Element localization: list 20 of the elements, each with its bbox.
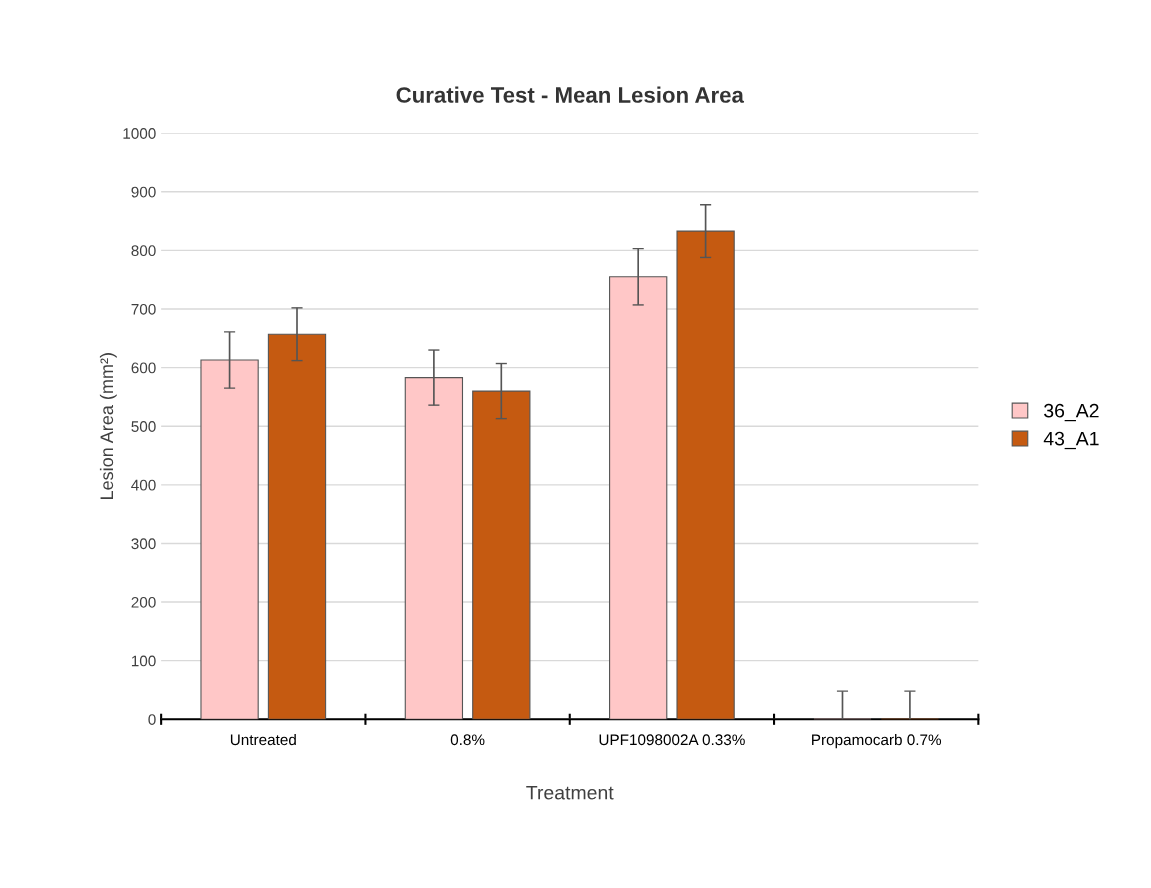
y-tick-label: 400 [131, 479, 156, 491]
y-tick-label: 900 [131, 186, 156, 198]
legend-label: 43_A1 [1043, 431, 1099, 450]
y-tick-label: 0 [148, 714, 156, 725]
y-tick-label: 800 [131, 245, 156, 257]
y-tick-label: 300 [131, 538, 156, 550]
x-tick-label: UPF1098002A 0.33% [599, 734, 745, 746]
legend-label: 36_A2 [1044, 403, 1099, 422]
x-axis-title: Treatment [526, 785, 614, 800]
x-tick-label: 0.8% [450, 734, 485, 746]
chart-title: Curative Test - Mean Lesion Area [396, 86, 745, 103]
x-tick-label: Propamocarb 0.7% [812, 733, 942, 749]
y-tick-label: 200 [131, 596, 156, 608]
y-tick-label: 600 [131, 362, 156, 374]
y-tick-label: 1000 [123, 128, 156, 139]
x-tick-label: Untreated [230, 733, 296, 746]
y-axis-title: Lesion Area (mm²) [99, 353, 117, 500]
y-tick-label: 700 [131, 303, 156, 315]
y-tick-label: 100 [131, 655, 156, 667]
y-tick-label: 500 [131, 421, 156, 432]
